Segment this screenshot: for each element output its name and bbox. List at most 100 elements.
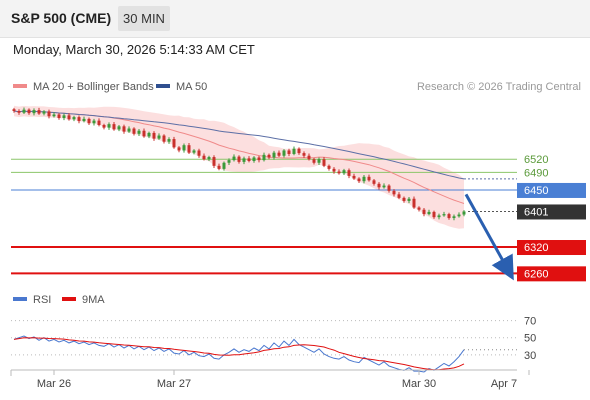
candle-body <box>357 178 361 182</box>
instrument-title: S&P 500 (CME) <box>11 10 112 26</box>
candle-body <box>97 120 101 126</box>
candle-body <box>57 114 61 118</box>
legend-ma50-label: MA 50 <box>176 81 207 93</box>
candle-body <box>227 160 231 163</box>
candle-body <box>307 155 311 160</box>
candle-body <box>52 114 56 117</box>
candle-body <box>267 154 271 158</box>
legend-ma20-label: MA 20 + Bollinger Bands <box>33 81 154 93</box>
candle-body <box>377 183 381 188</box>
legend-rsi-label: RSI <box>33 294 51 306</box>
candle-body <box>212 157 216 166</box>
candle-body <box>207 157 211 160</box>
price-levels <box>11 158 517 275</box>
candle-body <box>137 130 141 134</box>
candle-body <box>67 115 71 120</box>
candle-body <box>322 159 326 166</box>
candle-body <box>407 198 411 201</box>
candle-body <box>47 111 51 117</box>
rsi-line <box>13 335 465 373</box>
candle-body <box>462 211 466 215</box>
rsi-panel: 70 50 30 <box>11 316 536 373</box>
candle-body <box>367 176 371 181</box>
candle-body <box>37 110 41 114</box>
candle-body <box>187 145 191 153</box>
candle-body <box>127 128 131 132</box>
level-label-6520: 6520 <box>524 154 548 166</box>
candle-body <box>282 150 286 156</box>
candle-body <box>432 211 436 218</box>
candle-body <box>277 152 281 156</box>
rsi-level-label-30: 30 <box>524 350 536 362</box>
rsi-level-label-50: 50 <box>524 333 536 345</box>
candle-body <box>387 185 391 191</box>
candle-body <box>122 126 126 132</box>
legend-9ma-swatch <box>62 297 76 301</box>
candle-body <box>292 148 296 154</box>
level-tag-6260 <box>517 266 586 282</box>
candle-body <box>222 162 226 169</box>
candle-body <box>22 109 26 113</box>
level-tag-label-6401: 6401 <box>524 206 548 218</box>
x-tick-label-Mar-26: Mar 26 <box>37 378 71 390</box>
candle-body <box>117 126 121 130</box>
candle-body <box>157 135 161 139</box>
moving-averages <box>13 110 517 204</box>
candle-body <box>142 130 146 137</box>
source-credit: Research © 2026 Trading Central <box>417 81 581 93</box>
candle-body <box>447 214 451 219</box>
bollinger-band-fill <box>14 105 464 229</box>
timestamp-label: Monday, March 30, 2026 5:14:33 AM CET <box>13 42 255 57</box>
candle-body <box>262 154 266 161</box>
x-tick-label-Mar-30: Mar 30 <box>402 378 436 390</box>
candle-body <box>427 211 431 215</box>
level-tag-6450 <box>517 182 586 198</box>
candle-body <box>192 150 196 153</box>
candle-body <box>87 118 91 124</box>
candle-body <box>197 150 201 156</box>
candle-body <box>172 139 176 148</box>
candle-body <box>77 117 81 122</box>
candle-body <box>287 150 291 154</box>
candle-body <box>232 156 236 161</box>
candle-body <box>272 152 276 158</box>
level-tag-6320 <box>517 240 586 256</box>
x-tick-label-Mar-27: Mar 27 <box>157 378 191 390</box>
candle-body <box>342 170 346 174</box>
candle-body <box>237 156 241 162</box>
candle-body <box>442 214 446 216</box>
candle-body <box>167 139 171 142</box>
level-tag-label-6260: 6260 <box>524 268 548 280</box>
candle-body <box>217 165 221 169</box>
candle-body <box>252 157 256 161</box>
candle-body <box>327 165 331 169</box>
candle-body <box>42 111 46 114</box>
candle-body <box>17 110 21 113</box>
forecast-arrow <box>464 193 514 281</box>
candle-body <box>372 180 376 184</box>
candle-body <box>27 109 31 114</box>
level-tag-6401 <box>517 204 586 220</box>
level-tag-label-6320: 6320 <box>524 242 548 254</box>
level-label-6490: 6490 <box>524 167 548 179</box>
candle-body <box>337 171 341 174</box>
legend-ma50-swatch <box>156 84 170 88</box>
candle-body <box>352 175 356 179</box>
candle-body <box>257 157 261 161</box>
candle-body <box>382 185 386 188</box>
candle-body <box>332 168 336 172</box>
candle-body <box>107 124 111 128</box>
candle-body <box>152 132 156 139</box>
candle-body <box>177 147 181 151</box>
timeframe-button[interactable]: 30 MIN <box>118 6 170 31</box>
header-bar: S&P 500 (CME) 30 MIN <box>0 0 590 38</box>
candle-body <box>317 159 321 163</box>
candles <box>12 107 466 221</box>
candle-body <box>242 158 246 162</box>
rsi-ma-line <box>13 337 465 371</box>
candle-body <box>32 110 36 114</box>
candle-body <box>102 125 106 128</box>
candle-body <box>402 197 406 201</box>
candle-body <box>132 128 136 134</box>
